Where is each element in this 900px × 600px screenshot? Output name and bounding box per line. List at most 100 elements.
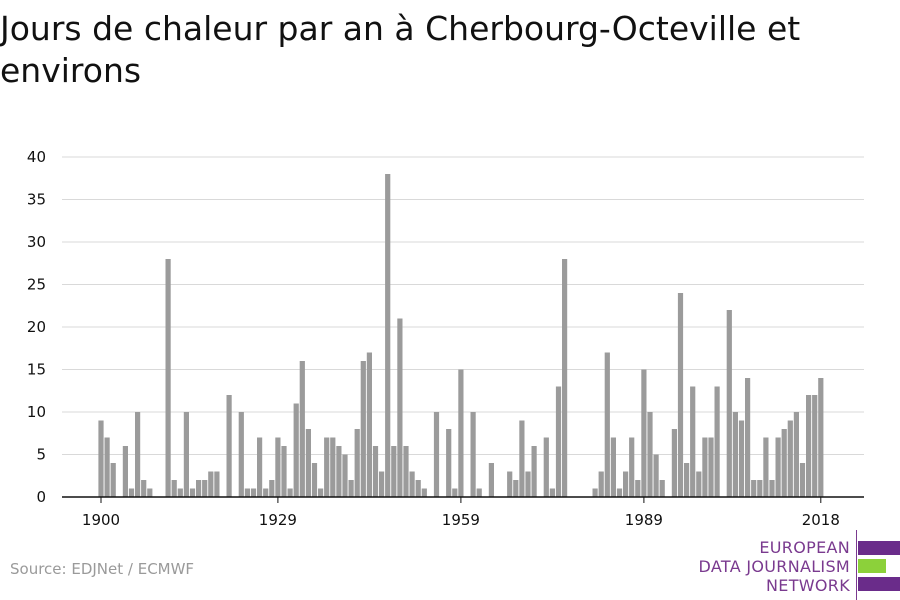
bar[interactable] bbox=[787, 420, 793, 498]
bar[interactable] bbox=[543, 437, 549, 498]
bar[interactable] bbox=[141, 480, 147, 497]
bar[interactable] bbox=[318, 488, 324, 498]
bar[interactable] bbox=[519, 420, 525, 498]
bar[interactable] bbox=[135, 412, 141, 497]
bar[interactable] bbox=[531, 446, 537, 497]
bar[interactable] bbox=[281, 446, 287, 497]
bar[interactable] bbox=[623, 471, 629, 498]
bar[interactable] bbox=[732, 412, 738, 497]
bar[interactable] bbox=[183, 412, 189, 497]
bar[interactable] bbox=[684, 463, 690, 497]
bar[interactable] bbox=[690, 386, 696, 498]
bar[interactable] bbox=[165, 259, 171, 497]
bar[interactable] bbox=[238, 412, 244, 497]
bar[interactable] bbox=[726, 310, 732, 497]
bar[interactable] bbox=[592, 488, 598, 498]
bar[interactable] bbox=[226, 395, 232, 497]
bar[interactable] bbox=[189, 488, 196, 498]
bar[interactable] bbox=[421, 488, 427, 498]
bar[interactable] bbox=[525, 471, 531, 498]
bar[interactable] bbox=[122, 446, 128, 497]
bar[interactable] bbox=[702, 437, 708, 498]
bar[interactable] bbox=[415, 480, 421, 497]
bar[interactable] bbox=[812, 395, 818, 497]
bar[interactable] bbox=[641, 369, 647, 498]
bar[interactable] bbox=[549, 488, 555, 498]
bar[interactable] bbox=[330, 437, 336, 498]
bar[interactable] bbox=[372, 446, 379, 497]
bar[interactable] bbox=[476, 488, 482, 498]
bar[interactable] bbox=[305, 429, 311, 497]
bar[interactable] bbox=[147, 488, 153, 498]
bar[interactable] bbox=[671, 429, 677, 497]
bar[interactable] bbox=[635, 480, 641, 497]
bar[interactable] bbox=[104, 437, 110, 498]
bar[interactable] bbox=[257, 437, 263, 498]
bar[interactable] bbox=[202, 480, 208, 497]
bar[interactable] bbox=[348, 480, 354, 497]
bar[interactable] bbox=[366, 352, 372, 498]
bar[interactable] bbox=[250, 488, 257, 498]
bar[interactable] bbox=[598, 471, 604, 498]
bar[interactable] bbox=[452, 488, 458, 498]
bar[interactable] bbox=[244, 488, 250, 498]
bar[interactable] bbox=[98, 420, 104, 498]
bar[interactable] bbox=[177, 488, 183, 498]
bar[interactable] bbox=[324, 437, 330, 498]
bar[interactable] bbox=[342, 454, 348, 498]
bar[interactable] bbox=[269, 480, 275, 497]
bar[interactable] bbox=[757, 480, 763, 497]
bar[interactable] bbox=[604, 352, 610, 498]
bar[interactable] bbox=[653, 454, 659, 498]
bar[interactable] bbox=[275, 437, 281, 498]
bar[interactable] bbox=[775, 437, 781, 498]
bar[interactable] bbox=[708, 437, 714, 498]
bar[interactable] bbox=[403, 446, 409, 497]
bar[interactable] bbox=[214, 471, 220, 498]
edjnet-logo[interactable]: EUROPEAN DATA JOURNALISM NETWORK bbox=[699, 538, 850, 595]
bar[interactable] bbox=[513, 480, 519, 497]
bar[interactable] bbox=[696, 471, 702, 498]
bar[interactable] bbox=[818, 378, 824, 497]
bar[interactable] bbox=[458, 369, 464, 498]
bar[interactable] bbox=[751, 480, 757, 497]
bar[interactable] bbox=[196, 480, 202, 497]
bar[interactable] bbox=[379, 471, 385, 498]
bar[interactable] bbox=[397, 318, 403, 498]
bar[interactable] bbox=[433, 412, 440, 497]
bar[interactable] bbox=[385, 174, 391, 497]
bar[interactable] bbox=[629, 437, 635, 498]
bar[interactable] bbox=[610, 437, 616, 498]
bar[interactable] bbox=[391, 446, 397, 497]
bar[interactable] bbox=[354, 429, 360, 497]
bar[interactable] bbox=[799, 463, 806, 497]
bar[interactable] bbox=[110, 463, 116, 497]
bar[interactable] bbox=[287, 488, 293, 498]
bar[interactable] bbox=[360, 361, 366, 497]
bar[interactable] bbox=[263, 488, 269, 498]
bar[interactable] bbox=[171, 480, 177, 497]
bar[interactable] bbox=[507, 471, 513, 498]
bar[interactable] bbox=[769, 480, 775, 497]
bar[interactable] bbox=[446, 429, 452, 497]
bar[interactable] bbox=[208, 471, 214, 498]
bar[interactable] bbox=[555, 386, 562, 498]
bar[interactable] bbox=[562, 259, 568, 497]
bar[interactable] bbox=[806, 395, 812, 497]
bar[interactable] bbox=[488, 463, 494, 497]
bar[interactable] bbox=[738, 420, 745, 498]
bar[interactable] bbox=[745, 378, 751, 497]
bar[interactable] bbox=[781, 429, 787, 497]
bar[interactable] bbox=[616, 488, 623, 498]
bar[interactable] bbox=[299, 361, 305, 497]
bar[interactable] bbox=[409, 471, 415, 498]
bar[interactable] bbox=[128, 488, 135, 498]
bar[interactable] bbox=[714, 386, 720, 498]
bar[interactable] bbox=[677, 293, 684, 497]
bar[interactable] bbox=[470, 412, 476, 497]
bar[interactable] bbox=[793, 412, 799, 497]
bar[interactable] bbox=[647, 412, 653, 497]
bar[interactable] bbox=[293, 403, 299, 498]
bar[interactable] bbox=[311, 463, 318, 497]
bar[interactable] bbox=[763, 437, 769, 498]
